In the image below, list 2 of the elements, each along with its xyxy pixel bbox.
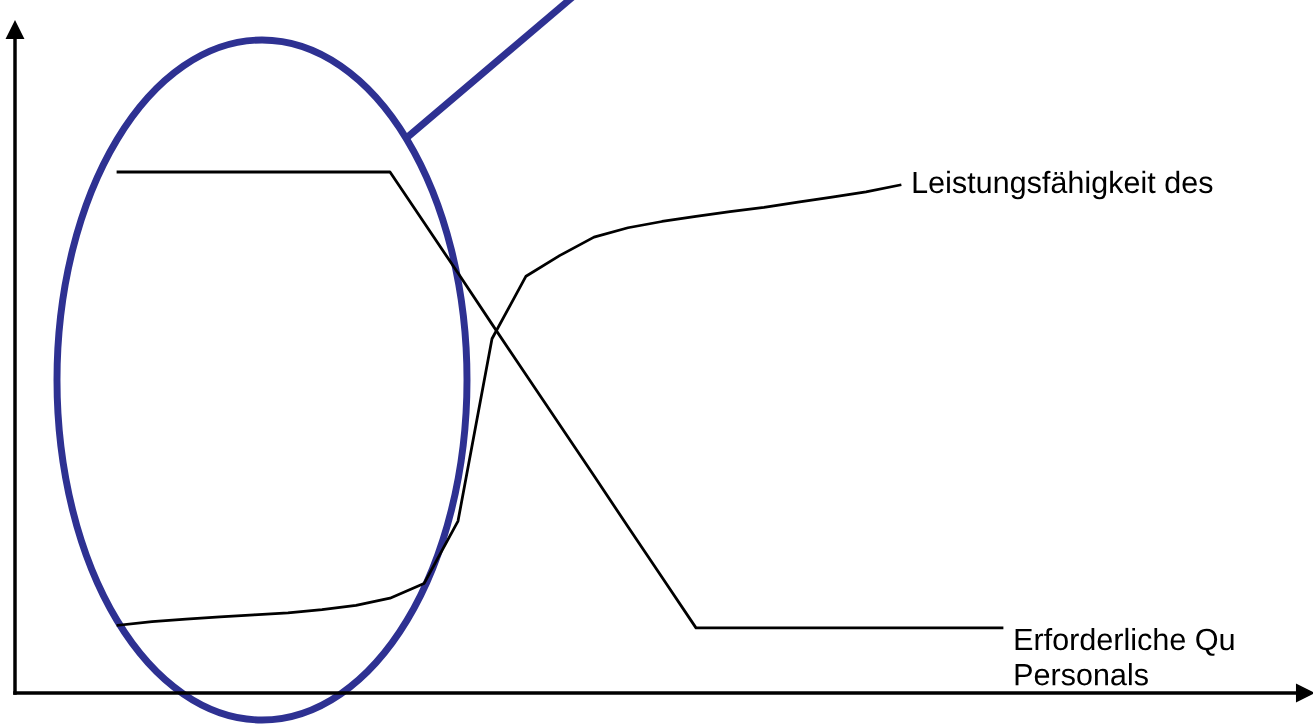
series-label: Leistungsfähigkeit des [913, 170, 1213, 200]
series-label: Erforderliche Qu Personals [1015, 627, 1234, 686]
